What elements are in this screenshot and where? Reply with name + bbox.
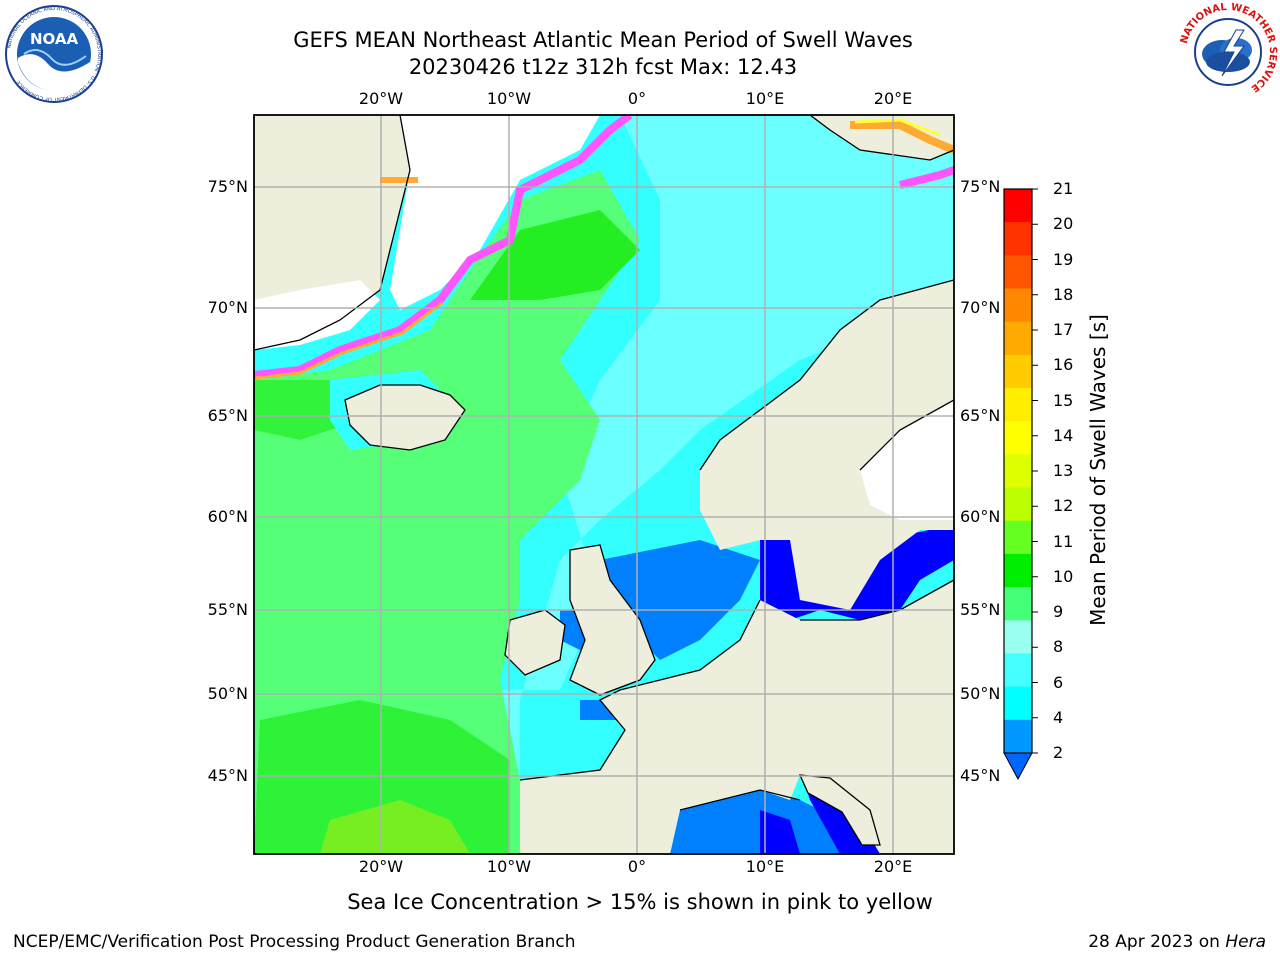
- lat-tick-right: 55°N: [960, 600, 1001, 619]
- lon-tick-bottom: 20°E: [873, 857, 913, 876]
- chart-title: GEFS MEAN Northeast Atlantic Mean Period…: [293, 28, 913, 52]
- ocean-field-bright-green: [254, 700, 510, 854]
- lat-tick-left: 70°N: [207, 298, 248, 317]
- land-ireland: [505, 610, 565, 675]
- colorbar-segment: [1004, 587, 1032, 621]
- colorbar-tick-label: 21: [1053, 179, 1074, 198]
- colorbar-tick-label: 13: [1053, 461, 1074, 480]
- colorbar-segment: [1004, 686, 1032, 721]
- colorbar-segment: [1004, 255, 1032, 290]
- colorbar-tick-label: 16: [1053, 355, 1074, 375]
- lat-tick-right: 65°N: [960, 406, 1001, 425]
- footer-date-text: 28 Apr 2023 on: [1088, 932, 1226, 952]
- sea-ice-edge: [254, 115, 633, 379]
- colorbar-tick-label: 6: [1053, 672, 1064, 692]
- lat-tick-right: 50°N: [960, 684, 1001, 703]
- colorbar-tick-label: 19: [1053, 249, 1074, 269]
- lon-tick-top: 10°W: [486, 89, 532, 108]
- lon-tick-bottom: 20°W: [358, 857, 404, 876]
- footer-date: 28 Apr 2023 on Hera: [1088, 932, 1266, 952]
- lon-tick-top: 20°E: [873, 89, 913, 108]
- colorbar-tick-label: 10: [1053, 566, 1074, 586]
- noaa-logo: NOAA NATIONAL OCEANIC AND ATMOSPHERIC AD…: [5, 5, 103, 103]
- land-continental-europe: [520, 580, 954, 854]
- lon-tick-bottom: 0°: [627, 857, 647, 876]
- colorbar-tick-label: 18: [1053, 284, 1074, 304]
- svg-text:NOAA: NOAA: [30, 30, 79, 48]
- lat-tick-left: 60°N: [207, 507, 248, 526]
- colorbar-segment: [1004, 222, 1032, 256]
- land-scandinavia: [700, 280, 954, 610]
- colorbar-title: Mean Period of Swell Waves [s]: [1086, 314, 1110, 626]
- lat-tick-left: 50°N: [207, 684, 248, 703]
- land-greenland-ice-white: [254, 280, 380, 350]
- colorbar-segment: [1004, 487, 1032, 522]
- colorbar-segment: [1004, 553, 1032, 588]
- ocean-field-deep-blue: [760, 810, 800, 854]
- colorbar-segment: [1004, 421, 1032, 455]
- lon-tick-bottom: 10°W: [486, 857, 532, 876]
- land-iceland: [345, 385, 465, 450]
- lon-tick-top: 20°W: [358, 89, 404, 108]
- colorbar-segment: [1004, 653, 1032, 688]
- colorbar-tick-label: 14: [1053, 425, 1074, 445]
- colorbar-tick-label: 12: [1053, 496, 1074, 516]
- chart-subtitle: 20230426 t12z 312h fcst Max: 12.43: [408, 55, 798, 79]
- colorbar-segment: [1004, 620, 1032, 654]
- coastlines: [254, 115, 954, 846]
- colorbar-segment: [1004, 321, 1032, 356]
- land-greenland-ice-white: [390, 115, 600, 310]
- land-italy: [800, 775, 880, 845]
- colorbar-segment: [1004, 454, 1032, 489]
- lat-tick-left: 65°N: [207, 406, 248, 425]
- colorbar-extend-triangle: [1003, 752, 1033, 781]
- colorbar-tick-label: 2: [1053, 743, 1064, 762]
- sea-ice-edge: [255, 301, 443, 380]
- footer-credit: NCEP/EMC/Verification Post Processing Pr…: [13, 932, 576, 952]
- lat-tick-right: 45°N: [960, 766, 1001, 785]
- ocean-field-yellowgreen: [320, 800, 470, 854]
- lon-tick-top: 0°: [627, 89, 647, 108]
- lat-tick-right: 70°N: [960, 298, 1001, 317]
- graticule: [254, 115, 954, 854]
- footer-host: Hera: [1225, 932, 1266, 952]
- colorbar-tick-label: 8: [1053, 637, 1064, 657]
- sea-ice-note: Sea Ice Concentration > 15% is shown in …: [347, 890, 933, 914]
- colorbar-segment: [1004, 520, 1032, 555]
- colorbar-segment: [1004, 189, 1032, 223]
- lon-tick-bottom: 10°E: [745, 857, 785, 876]
- colorbar-segment: [1004, 354, 1032, 389]
- map-frame: [253, 114, 955, 855]
- lon-tick-top: 10°E: [745, 89, 785, 108]
- colorbar-tick-label: 4: [1053, 707, 1064, 727]
- land-sweden-ice-white: [860, 400, 954, 520]
- colorbar-tick-label: 9: [1053, 602, 1064, 621]
- colorbar-tick-label: 20: [1053, 214, 1074, 234]
- lat-tick-left: 45°N: [207, 766, 248, 785]
- land-great-britain: [570, 545, 655, 695]
- colorbar-tick-label: 11: [1053, 531, 1074, 551]
- lat-tick-right: 75°N: [960, 177, 1001, 196]
- ocean-field-green: [254, 170, 640, 854]
- lat-tick-right: 60°N: [960, 507, 1001, 526]
- lat-tick-left: 75°N: [207, 177, 248, 196]
- sea-ice-edge: [899, 166, 954, 189]
- colorbar-tick-label: 17: [1053, 320, 1074, 339]
- sea-ice-edge: [850, 121, 954, 154]
- nws-logo: NATIONAL WEATHER SERVICE: [1179, 2, 1278, 100]
- colorbar-segment: [1004, 719, 1032, 754]
- ocean-field-lightcyan: [254, 115, 954, 854]
- colorbar-tick-label: 15: [1053, 390, 1074, 410]
- ocean-field-bright-green: [470, 210, 640, 300]
- colorbar-segment: [1004, 388, 1032, 422]
- sea-ice-edge: [854, 118, 941, 137]
- lat-tick-left: 55°N: [207, 600, 248, 619]
- colorbar: [1003, 188, 1038, 781]
- colorbar-segment: [1004, 288, 1032, 323]
